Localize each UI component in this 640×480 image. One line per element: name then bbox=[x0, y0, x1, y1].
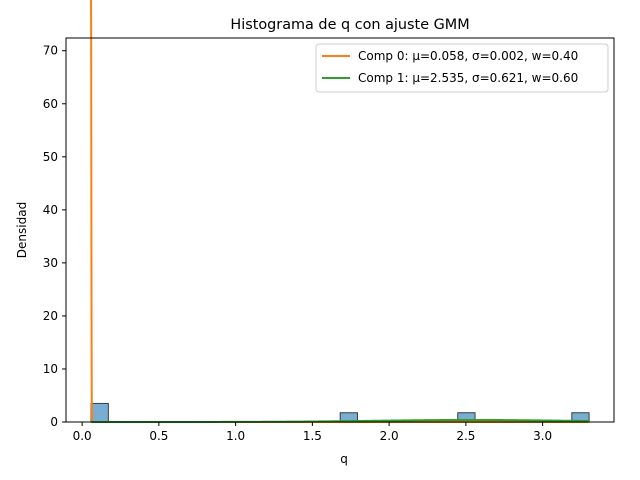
legend-label-comp-0: Comp 0: μ=0.058, σ=0.002, w=0.40 bbox=[358, 49, 578, 63]
histogram-bar-0 bbox=[90, 402, 109, 423]
x-tick-label: 2.5 bbox=[456, 429, 475, 443]
y-tick-label: 10 bbox=[43, 362, 58, 376]
y-tick-label: 50 bbox=[43, 150, 58, 164]
x-tick-label: 1.0 bbox=[226, 429, 245, 443]
x-tick-label: 0.0 bbox=[73, 429, 92, 443]
y-tick-label: 40 bbox=[43, 203, 58, 217]
legend-box bbox=[315, 43, 609, 93]
chart-title: Histograma de q con ajuste GMM bbox=[230, 17, 469, 33]
x-tick-label: 3.0 bbox=[533, 429, 552, 443]
axes: 0.0 0.5 1.0 1.5 2.0 2.5 3.0 0 10 20 30 40 50 60 70 bbox=[43, 37, 615, 443]
x-tick-label: 1.5 bbox=[303, 429, 322, 443]
legend: Comp 0: μ=0.058, σ=0.002, w=0.40 Comp 1: … bbox=[315, 43, 609, 93]
x-axis-title: q bbox=[340, 452, 348, 466]
legend-label-comp-1: Comp 1: μ=2.535, σ=0.621, w=0.60 bbox=[358, 71, 578, 85]
plot-frame bbox=[65, 37, 615, 423]
y-tick-label: 70 bbox=[43, 44, 58, 58]
x-tick-label: 0.5 bbox=[149, 429, 168, 443]
y-tick-label: 30 bbox=[43, 256, 58, 270]
y-tick-label: 0 bbox=[50, 415, 58, 429]
x-tick-label: 2.0 bbox=[380, 429, 399, 443]
y-tick-label: 20 bbox=[43, 309, 58, 323]
y-axis-title: Densidad bbox=[15, 202, 29, 258]
y-tick-label: 60 bbox=[43, 97, 58, 111]
